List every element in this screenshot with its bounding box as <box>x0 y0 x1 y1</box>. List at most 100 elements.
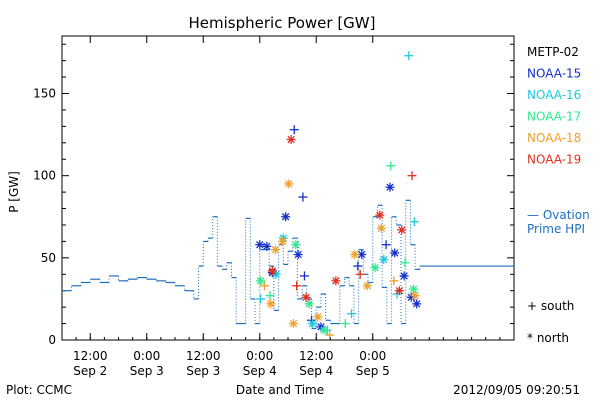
x-tick-label-date: Sep 3 <box>186 364 220 378</box>
south-marker <box>265 291 275 301</box>
y-tick-label: 0 <box>48 333 56 347</box>
north-marker <box>278 236 288 246</box>
south-marker <box>340 319 350 329</box>
north-marker <box>399 271 409 281</box>
legend-satellite: NOAA-16 <box>527 88 581 102</box>
marker-stroke <box>377 224 386 232</box>
marker-stroke <box>271 245 280 254</box>
north-marker <box>375 210 385 220</box>
legend-north: * north <box>527 331 569 345</box>
marker-stroke <box>281 213 290 221</box>
marker-stroke <box>380 255 388 264</box>
north-marker <box>255 240 265 250</box>
north-marker <box>267 266 277 276</box>
north-marker <box>409 284 419 294</box>
north-marker <box>410 291 420 301</box>
marker-stroke <box>263 242 271 251</box>
y-tick-label: 150 <box>33 87 56 101</box>
north-marker <box>362 281 372 291</box>
legend-model-line1: — Ovation <box>527 208 590 222</box>
south-marker <box>407 171 417 181</box>
marker-stroke <box>289 319 298 328</box>
north-marker <box>319 325 329 335</box>
north-marker <box>284 179 294 189</box>
south-marker <box>298 192 308 202</box>
marker-stroke <box>412 300 421 308</box>
marker-stroke <box>292 240 300 249</box>
north-marker <box>293 250 303 260</box>
observation-points <box>255 51 422 340</box>
marker-stroke <box>363 282 371 290</box>
north-marker <box>266 299 276 309</box>
north-marker <box>331 276 341 286</box>
south-marker <box>347 309 357 319</box>
x-tick-label-time: 0:00 <box>133 349 160 363</box>
legend: METP-02 NOAA-15 NOAA-16 NOAA-17 NOAA-18 NOAA-… <box>527 45 590 345</box>
marker-stroke <box>376 211 384 219</box>
plot-frame <box>61 35 515 341</box>
marker-stroke <box>409 285 418 293</box>
north-marker <box>350 250 360 260</box>
legend-model-line2: Prime HPI <box>527 222 585 236</box>
north-marker <box>313 312 323 322</box>
north-marker <box>376 223 386 233</box>
plot-timestamp: 2012/09/05 09:20:51 <box>453 383 580 397</box>
marker-stroke <box>308 319 317 328</box>
marker-stroke <box>391 249 399 257</box>
chart-title: Hemispheric Power [GW] <box>189 14 376 32</box>
x-tick-label-time: 12:00 <box>186 349 221 363</box>
y-tick-label: 50 <box>41 251 56 265</box>
marker-stroke <box>314 313 322 321</box>
x-tick-label-time: 12:00 <box>299 349 334 363</box>
x-tick-label-date: Sep 2 <box>73 364 107 378</box>
north-marker <box>394 286 404 296</box>
marker-stroke <box>305 300 313 308</box>
north-marker <box>286 135 296 145</box>
x-tick-label-time: 0:00 <box>359 349 386 363</box>
south-marker <box>389 276 399 286</box>
marker-stroke <box>351 250 359 259</box>
x-tick-label-date: Sep 5 <box>356 364 390 378</box>
north-marker <box>307 319 317 329</box>
legend-satellite: NOAA-15 <box>527 67 581 81</box>
ovation-series <box>62 199 514 330</box>
x-tick-label-date: Sep 3 <box>130 364 164 378</box>
north-marker <box>385 182 395 192</box>
y-tick-label: 100 <box>33 169 56 183</box>
marker-stroke <box>302 293 310 301</box>
south-marker <box>381 240 391 250</box>
north-marker <box>304 299 314 309</box>
south-marker <box>409 217 419 227</box>
x-tick-label-date: Sep 4 <box>299 364 333 378</box>
north-marker <box>412 299 422 309</box>
y-axis-label: P [GW] <box>7 171 21 213</box>
x-tick-label-date: Sep 4 <box>243 364 277 378</box>
x-tick-label-time: 0:00 <box>246 349 273 363</box>
marker-stroke <box>398 226 406 234</box>
north-marker <box>370 263 380 273</box>
north-marker <box>270 245 280 255</box>
north-marker <box>281 212 291 222</box>
north-marker <box>291 240 301 250</box>
legend-satellite: NOAA-17 <box>527 110 581 124</box>
south-marker <box>299 271 309 281</box>
marker-stroke <box>267 300 275 308</box>
north-marker <box>262 241 272 251</box>
marker-stroke <box>371 263 379 272</box>
south-marker <box>404 51 414 61</box>
north-marker <box>379 254 389 264</box>
north-marker <box>301 292 311 302</box>
marker-stroke <box>332 277 340 285</box>
plot-credit: Plot: CCMC <box>6 383 72 397</box>
south-marker <box>400 258 410 268</box>
marker-stroke <box>358 250 366 259</box>
north-marker <box>390 248 400 258</box>
south-marker <box>386 161 396 171</box>
legend-satellite: METP-02 <box>527 45 579 59</box>
marker-stroke <box>395 287 404 295</box>
marker-stroke <box>268 267 277 275</box>
north-marker <box>397 225 407 235</box>
south-marker <box>353 261 363 271</box>
